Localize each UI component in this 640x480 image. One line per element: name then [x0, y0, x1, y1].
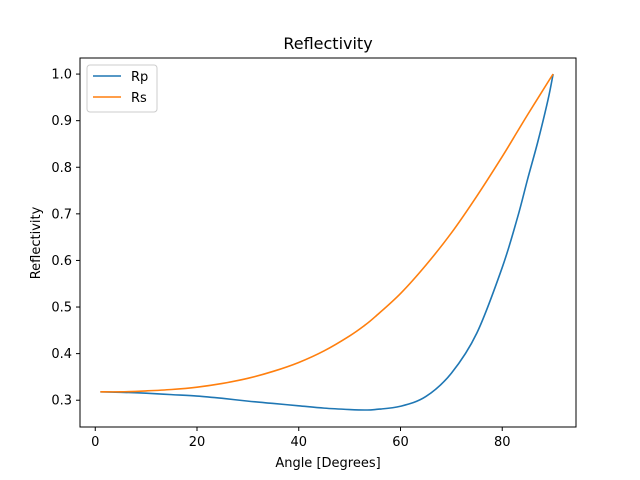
x-tick-label: 20 [189, 435, 206, 450]
plot-lines [100, 73, 554, 411]
x-axis-label: Angle [Degrees] [275, 456, 380, 471]
y-tick-label: 0.9 [51, 114, 72, 129]
y-tick-label: 0.8 [51, 161, 72, 176]
x-tick-label: 0 [91, 435, 99, 450]
x-tick-label: 40 [290, 435, 307, 450]
series-line-rs [100, 73, 554, 393]
y-tick-label: 0.4 [51, 347, 72, 362]
y-tick-label: 0.6 [51, 254, 72, 269]
y-axis-ticks: 0.3 0.4 0.5 0.6 0.7 0.8 0.9 1.0 [51, 68, 80, 409]
x-tick-label: 60 [392, 435, 409, 450]
x-axis-ticks: 0 20 40 60 80 [91, 427, 511, 450]
legend-label-rp: Rp [131, 70, 148, 85]
y-tick-label: 0.3 [51, 394, 72, 409]
plot-frame [79, 57, 577, 428]
legend-label-rs: Rs [131, 91, 147, 106]
series-line-rp [100, 73, 554, 411]
chart-title: Reflectivity [283, 34, 372, 53]
y-tick-label: 0.7 [51, 207, 72, 222]
y-tick-label: 1.0 [51, 68, 72, 83]
legend: Rp Rs [86, 64, 158, 113]
x-tick-label: 80 [494, 435, 511, 450]
y-tick-label: 0.5 [51, 301, 72, 316]
y-axis-label: Reflectivity [29, 206, 44, 279]
